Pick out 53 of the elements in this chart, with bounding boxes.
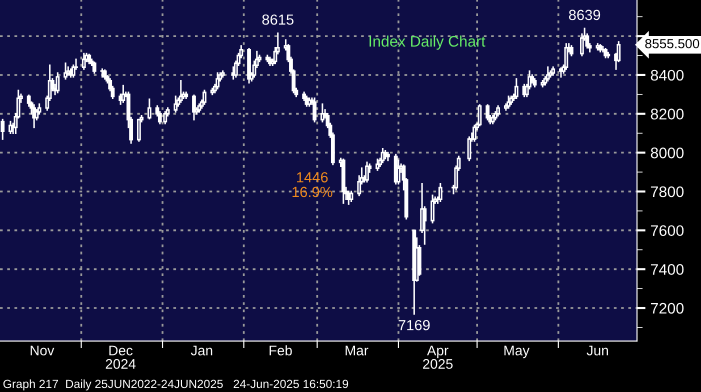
caption: Graph 217 Daily 25JUN2022-24JUN2025 24-Jun-2025 16:50:19 bbox=[3, 379, 348, 390]
annotation: 8555.500 bbox=[645, 38, 700, 48]
y-tick-label: 7400 bbox=[650, 264, 684, 275]
candlestick bbox=[438, 182, 442, 202]
candlestick bbox=[0, 118, 5, 140]
x-tick-label: Mar bbox=[346, 346, 368, 356]
x-tick-label: Feb bbox=[270, 345, 292, 356]
y-tick-label: 8200 bbox=[650, 108, 684, 120]
candlestick bbox=[486, 104, 490, 120]
x-tick-label: Nov bbox=[30, 346, 54, 356]
y-tick-label: 7600 bbox=[650, 225, 684, 236]
y-tick-label: 7800 bbox=[650, 186, 684, 198]
y-tick-label: 8000 bbox=[650, 148, 684, 158]
annotation: 8639 bbox=[568, 10, 600, 20]
candlestick bbox=[376, 158, 380, 171]
x-tick-label: Apr 2025 bbox=[423, 346, 453, 369]
candlestick bbox=[472, 124, 476, 142]
candlestick bbox=[349, 190, 354, 202]
candlestick bbox=[490, 114, 495, 124]
candlestick bbox=[514, 78, 518, 100]
candlestick bbox=[102, 69, 107, 80]
candlestick bbox=[202, 90, 206, 105]
y-tick-label: 8400 bbox=[650, 70, 684, 81]
candlestick bbox=[184, 92, 188, 100]
candlestick bbox=[178, 80, 183, 103]
candlestick bbox=[341, 158, 346, 204]
candlestick bbox=[92, 62, 96, 74]
annotation: 8615 bbox=[262, 14, 294, 25]
text: Index Daily Chart bbox=[370, 36, 486, 50]
x-tick-label: Dec 2024 bbox=[106, 346, 136, 369]
candlestick bbox=[174, 96, 178, 113]
annotation: 1446 16.9% bbox=[292, 172, 332, 198]
candlestick bbox=[430, 194, 434, 224]
candlestick bbox=[546, 66, 550, 82]
candlestick bbox=[540, 80, 545, 88]
candlestick bbox=[147, 98, 152, 120]
candlestick bbox=[598, 44, 602, 52]
candlestick bbox=[606, 52, 610, 58]
annotation: 7169 bbox=[398, 320, 430, 330]
candlestick bbox=[66, 66, 70, 76]
candlestick bbox=[220, 70, 225, 78]
candlestick bbox=[8, 120, 12, 134]
candlestick bbox=[509, 96, 514, 105]
x-tick-label: May bbox=[504, 346, 530, 358]
x-tick-label: Jan bbox=[190, 346, 212, 356]
candlestick bbox=[604, 48, 608, 58]
candlestick bbox=[64, 62, 68, 80]
candlestick bbox=[383, 150, 388, 160]
y-tick-label: 7200 bbox=[650, 302, 684, 314]
candlestick bbox=[136, 118, 141, 142]
candlestick bbox=[365, 162, 369, 183]
x-tick-label: Jun bbox=[586, 346, 608, 356]
candlestick bbox=[596, 43, 600, 50]
